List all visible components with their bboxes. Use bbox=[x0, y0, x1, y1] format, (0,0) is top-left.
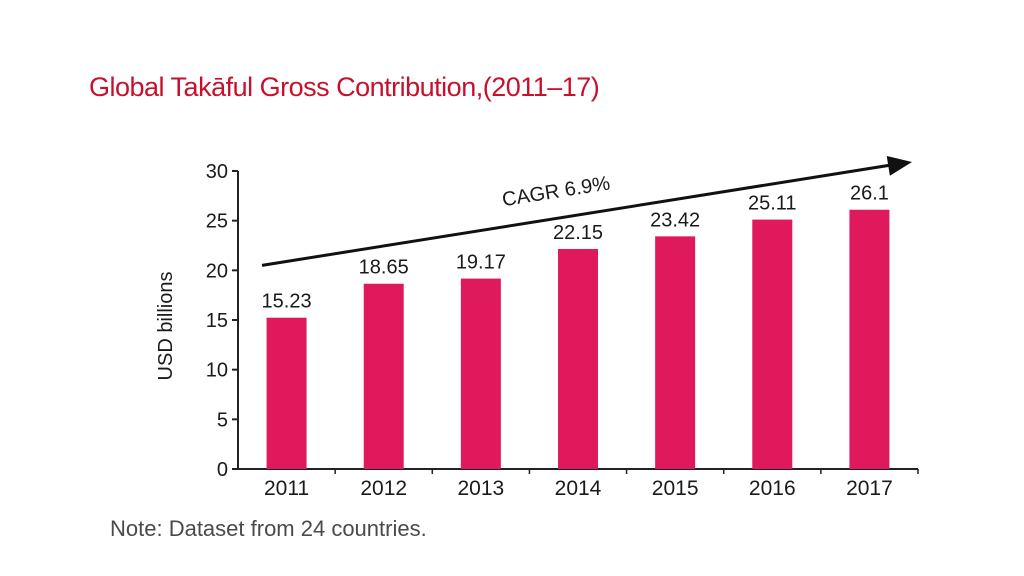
bar-2017 bbox=[849, 209, 890, 470]
y-tick-label: 15 bbox=[206, 310, 228, 332]
x-tick-label: 2015 bbox=[652, 477, 699, 500]
y-tick-label: 20 bbox=[206, 260, 228, 282]
bar-2015 bbox=[655, 236, 696, 469]
chart-value-labels: 15.23 18.65 19.17 22.15 23.42 25.11 26.1 bbox=[262, 183, 889, 313]
bar-2013 bbox=[460, 278, 501, 469]
x-tick-label: 2016 bbox=[749, 477, 796, 500]
y-tick-label: 10 bbox=[206, 360, 228, 382]
y-tick-label: 30 bbox=[206, 161, 228, 183]
y-tick-label: 25 bbox=[206, 211, 228, 233]
chart-note: Note: Dataset from 24 countries. bbox=[110, 516, 427, 541]
bar-value-label: 22.15 bbox=[553, 222, 603, 244]
bar-2014 bbox=[558, 248, 598, 469]
slide-title: Global Takāful Gross Contribution,(2011–… bbox=[89, 72, 600, 102]
bar-value-label: 19.17 bbox=[456, 252, 506, 274]
bar-2012 bbox=[363, 283, 404, 469]
bar-value-label: 26.1 bbox=[850, 183, 889, 205]
x-tick-label: 2017 bbox=[846, 477, 893, 500]
cagr-annotation: CAGR 6.9% bbox=[501, 172, 612, 211]
cagr-trend-arrow: CAGR 6.9% bbox=[261, 155, 912, 267]
bar-value-label: 18.65 bbox=[359, 257, 409, 279]
x-tick-label: 2012 bbox=[360, 477, 407, 500]
x-tick-label: 2013 bbox=[457, 477, 504, 500]
chart-bars bbox=[266, 209, 890, 470]
y-tick-label: 5 bbox=[217, 409, 228, 431]
bar-value-label: 25.11 bbox=[748, 193, 797, 215]
bar-value-label: 15.23 bbox=[262, 291, 312, 313]
bar-2016 bbox=[752, 219, 793, 469]
y-tick-label: 0 bbox=[217, 459, 228, 481]
trend-arrow-head bbox=[886, 155, 912, 176]
bar-value-label: 23.42 bbox=[650, 209, 700, 231]
bar-2011 bbox=[266, 317, 307, 469]
trend-arrow-line bbox=[261, 163, 895, 267]
x-tick-label: 2014 bbox=[555, 477, 602, 500]
y-axis-label: USD billions bbox=[155, 272, 177, 381]
x-tick-label: 2011 bbox=[264, 477, 309, 500]
